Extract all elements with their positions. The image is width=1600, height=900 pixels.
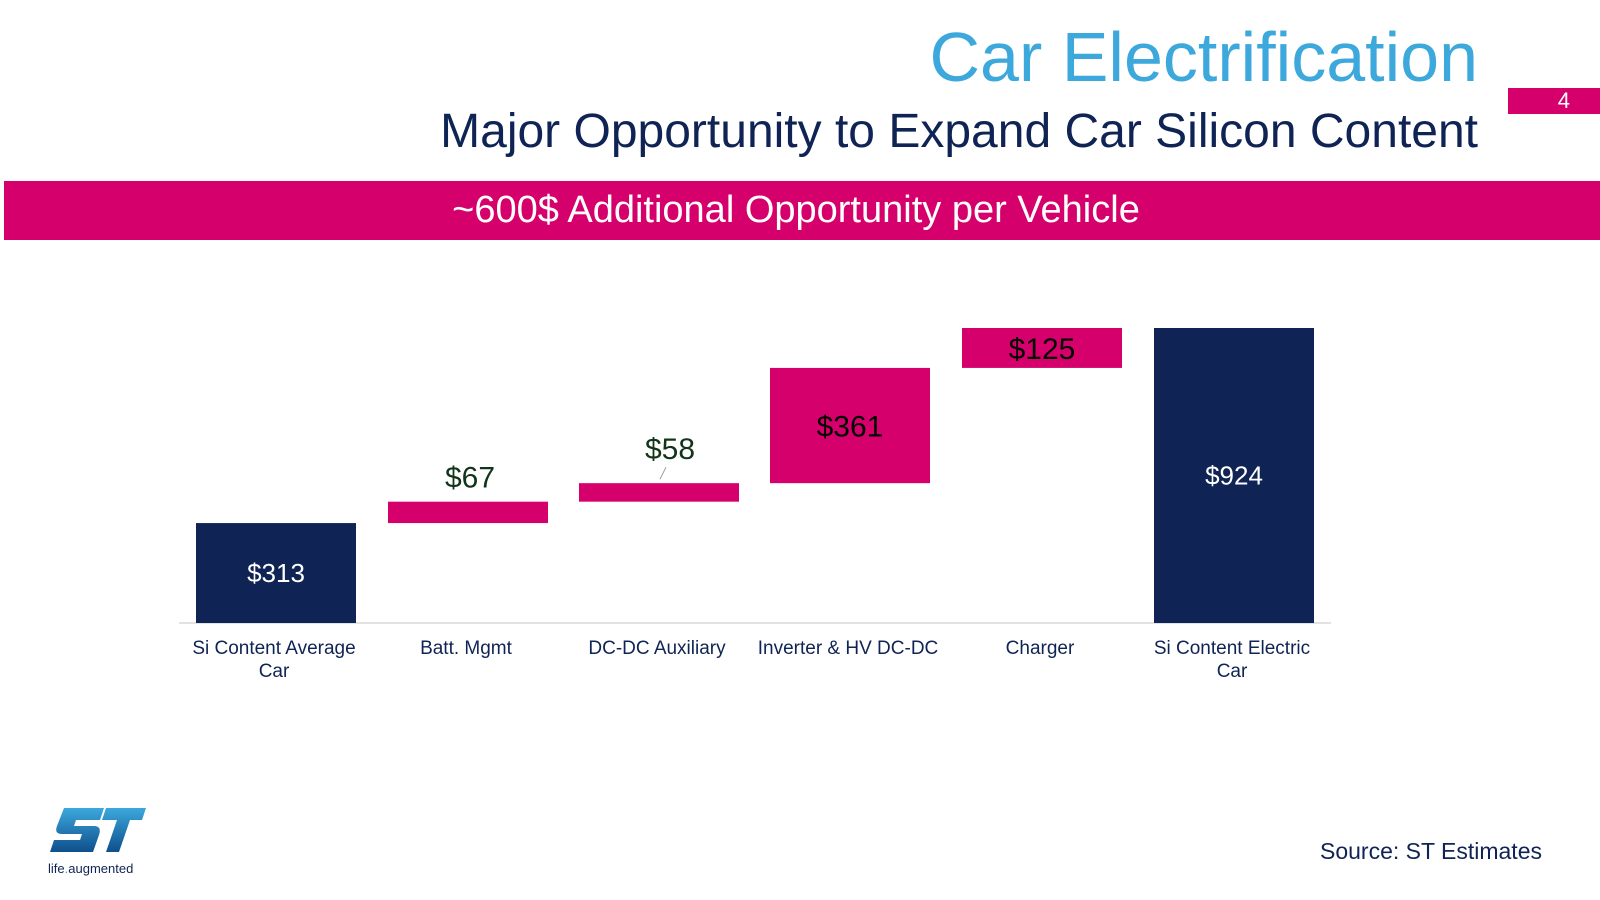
category-label-6: Si Content Electric: [1154, 638, 1310, 659]
bar-2: [388, 501, 548, 524]
data-label-4: $361: [817, 411, 884, 444]
logo-tagline: life.augmented: [48, 861, 133, 876]
category-label-3: DC-DC Auxiliary: [588, 638, 726, 659]
st-logo-icon: [50, 808, 146, 852]
data-label-leader-3: [659, 466, 667, 480]
slide-title: Car Electrification: [929, 18, 1478, 96]
tagline-text: life.augmented: [48, 861, 134, 876]
page-number: 4: [1508, 88, 1600, 114]
bar-1: [196, 523, 356, 623]
data-label-5: $125: [1009, 333, 1076, 366]
category-label-6: Car: [1217, 661, 1248, 682]
bar-3: [579, 483, 739, 502]
category-label-1: Si Content Average: [192, 638, 355, 659]
data-label-6: $924: [1205, 461, 1263, 491]
category-label-5: Charger: [1006, 638, 1075, 659]
data-label-2: $67: [445, 462, 495, 495]
bar-6: [1154, 328, 1314, 623]
opportunity-banner: ~600$ Additional Opportunity per Vehicle: [4, 181, 1600, 240]
source-note: Source: ST Estimates: [1320, 838, 1542, 864]
category-label-1: Car: [259, 661, 290, 682]
category-label-2: Batt. Mgmt: [420, 638, 513, 659]
data-label-3: $58: [645, 433, 695, 466]
data-label-1: $313: [247, 558, 305, 588]
slide-subtitle: Major Opportunity to Expand Car Silicon …: [440, 105, 1478, 158]
banner-text: ~600$ Additional Opportunity per Vehicle: [452, 189, 1140, 231]
bar-4: [770, 367, 930, 484]
category-label-4: Inverter & HV DC-DC: [758, 638, 939, 659]
bar-5: [962, 328, 1122, 368]
